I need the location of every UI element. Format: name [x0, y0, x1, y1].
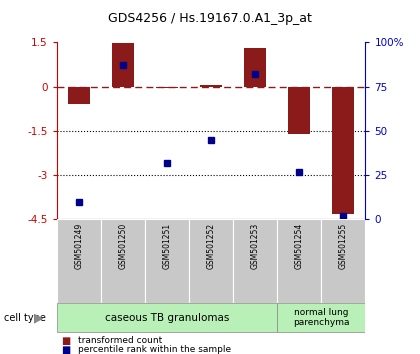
Bar [321, 219, 365, 303]
Text: ■: ■ [61, 345, 70, 354]
Text: caseous TB granulomas: caseous TB granulomas [105, 313, 229, 323]
Text: cell type: cell type [4, 313, 46, 323]
Text: GSM501253: GSM501253 [251, 223, 260, 269]
Bar [145, 219, 189, 303]
Bar [288, 87, 310, 134]
Bar [200, 85, 222, 87]
Text: GSM501249: GSM501249 [74, 223, 83, 269]
Text: ■: ■ [61, 336, 70, 346]
Bar [57, 303, 277, 332]
Bar [112, 44, 134, 87]
Bar [277, 303, 365, 332]
Text: ▶: ▶ [34, 311, 44, 324]
Bar [277, 219, 321, 303]
Text: normal lung
parenchyma: normal lung parenchyma [293, 308, 349, 327]
Bar [244, 48, 266, 87]
Bar [156, 87, 178, 88]
Bar [332, 87, 354, 213]
Text: transformed count: transformed count [78, 336, 162, 345]
Bar [101, 219, 145, 303]
Text: GSM501252: GSM501252 [207, 223, 215, 269]
Text: GSM501255: GSM501255 [339, 223, 348, 269]
Text: percentile rank within the sample: percentile rank within the sample [78, 345, 231, 354]
Text: GSM501251: GSM501251 [163, 223, 171, 269]
Bar [57, 219, 101, 303]
Text: GSM501254: GSM501254 [295, 223, 304, 269]
Bar [189, 219, 233, 303]
Bar [233, 219, 277, 303]
Text: GSM501250: GSM501250 [118, 223, 127, 269]
Text: GDS4256 / Hs.19167.0.A1_3p_at: GDS4256 / Hs.19167.0.A1_3p_at [108, 12, 312, 25]
Bar [68, 87, 90, 104]
